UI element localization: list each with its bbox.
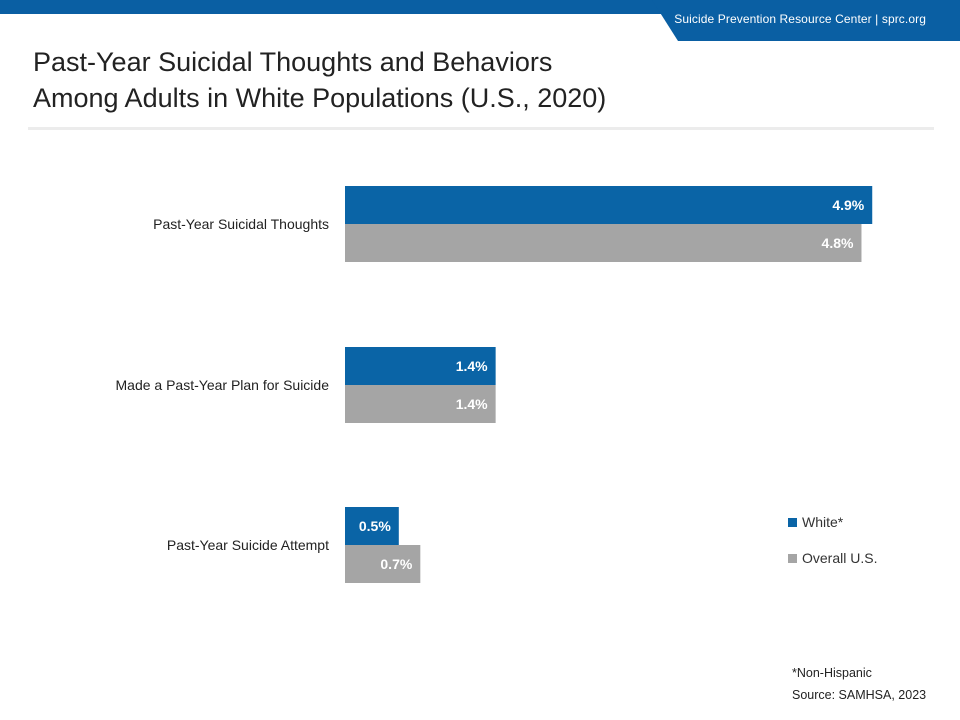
legend-label-overall: Overall U.S. bbox=[802, 550, 878, 566]
data-label: 4.8% bbox=[822, 235, 854, 251]
bar-white bbox=[345, 507, 399, 545]
data-label: 4.9% bbox=[832, 197, 864, 213]
title-line-1: Past-Year Suicidal Thoughts and Behavior… bbox=[33, 47, 553, 77]
bar-overall bbox=[345, 224, 862, 262]
category-label: Made a Past-Year Plan for Suicide bbox=[116, 377, 330, 393]
bar-overall bbox=[345, 545, 421, 583]
chart-title: Past-Year Suicidal Thoughts and Behavior… bbox=[33, 44, 893, 116]
bar-white bbox=[345, 347, 496, 385]
data-label: 1.4% bbox=[456, 396, 488, 412]
bar-overall bbox=[345, 385, 496, 423]
legend-item-overall: Overall U.S. bbox=[788, 548, 877, 568]
footnote-source: Source: SAMHSA, 2023 bbox=[792, 688, 927, 702]
legend: White* Overall U.S. bbox=[788, 512, 877, 584]
legend-label-white: White* bbox=[802, 514, 844, 530]
footnote-note: *Non-Hispanic bbox=[792, 666, 872, 680]
footnotes: *Non-Hispanic Source: SAMHSA, 2023 bbox=[792, 662, 926, 706]
bar-white bbox=[345, 186, 873, 224]
title-divider bbox=[28, 127, 934, 130]
data-label: 0.7% bbox=[380, 556, 412, 572]
legend-swatch-overall bbox=[788, 553, 797, 563]
category-label: Past-Year Suicide Attempt bbox=[167, 537, 329, 553]
title-line-2: Among Adults in White Populations (U.S.,… bbox=[33, 83, 607, 113]
category-label: Past-Year Suicidal Thoughts bbox=[153, 216, 329, 232]
legend-swatch-white bbox=[788, 517, 797, 527]
org-name: Suicide Prevention Resource Center | spr… bbox=[674, 12, 926, 26]
data-label: 0.5% bbox=[359, 518, 391, 534]
data-label: 1.4% bbox=[456, 358, 488, 374]
header-tab: Suicide Prevention Resource Center | spr… bbox=[652, 0, 960, 41]
legend-item-white: White* bbox=[788, 512, 877, 532]
